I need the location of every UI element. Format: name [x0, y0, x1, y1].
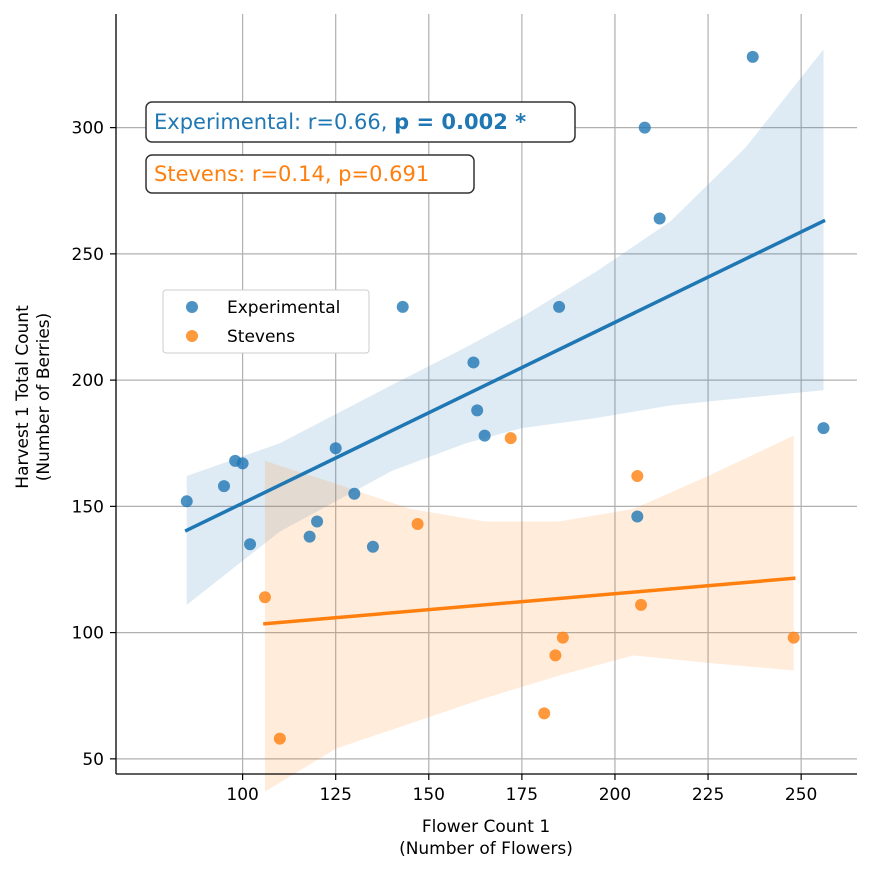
confidence-bands: [186, 49, 824, 792]
legend-marker-stevens: [186, 330, 198, 342]
point-experimental: [244, 538, 257, 551]
point-stevens: [556, 631, 569, 644]
legend: Experimental Stevens: [162, 289, 370, 354]
annotation-stat-text: Experimental: r=0.66,: [154, 110, 394, 134]
point-experimental: [478, 429, 491, 442]
point-experimental: [653, 212, 666, 225]
tick-labels: 100 125 150 175 200 225 250 50 100 150 200 250 300: [72, 119, 818, 805]
y-tick-label: 150: [72, 497, 104, 517]
x-tick-label: 150: [413, 785, 445, 805]
y-tick-label: 100: [72, 624, 104, 644]
legend-label-experimental: Experimental: [227, 298, 340, 318]
point-experimental: [180, 495, 193, 508]
y-tick-label: 50: [82, 750, 104, 770]
point-stevens: [258, 591, 271, 604]
point-stevens: [538, 707, 551, 720]
point-stevens: [411, 518, 424, 531]
point-stevens: [635, 598, 648, 611]
x-tick-label: 250: [785, 785, 817, 805]
point-stevens: [631, 470, 644, 483]
x-tick-label: 125: [319, 785, 351, 805]
point-experimental: [348, 487, 361, 500]
x-axis-label: Flower Count 1: [422, 817, 550, 837]
legend-marker-experimental: [186, 301, 198, 313]
y-axis-sublabel: (Number of Berries): [34, 313, 54, 482]
point-experimental: [467, 356, 480, 369]
ci-band-experimental: [186, 49, 824, 605]
y-axis-label: Harvest 1 Total Count: [13, 305, 33, 489]
ci-band-stevens: [264, 435, 794, 792]
annotation-stevens: Stevens: r=0.14, p=0.691: [145, 154, 475, 194]
point-experimental: [553, 300, 566, 313]
annotation-text: Experimental: r=0.66, p = 0.002 *: [154, 110, 526, 134]
point-stevens: [787, 631, 800, 644]
annotation-box: [145, 154, 475, 194]
point-experimental: [631, 510, 644, 523]
x-tick-label: 100: [226, 785, 258, 805]
point-experimental: [817, 422, 830, 435]
scatter-points: [180, 50, 830, 745]
point-experimental: [311, 515, 324, 528]
axes: [110, 14, 857, 780]
annotation-box: [145, 101, 576, 143]
annotation-text: Stevens: r=0.14, p=0.691: [154, 162, 429, 186]
point-stevens: [504, 432, 517, 445]
point-stevens: [549, 649, 562, 662]
point-experimental: [236, 457, 249, 470]
point-experimental: [471, 404, 484, 417]
x-axis-sublabel: (Number of Flowers): [399, 839, 573, 859]
x-tick-label: 200: [599, 785, 631, 805]
annotation-experimental: Experimental: r=0.66, p = 0.002 *: [145, 101, 576, 143]
legend-frame: [162, 289, 370, 354]
point-experimental: [638, 121, 651, 134]
fit-line-stevens: [263, 576, 796, 626]
point-experimental: [217, 480, 230, 493]
y-tick-label: 250: [72, 245, 104, 265]
y-tick-label: 300: [72, 119, 104, 139]
point-experimental: [366, 540, 379, 553]
x-tick-label: 225: [692, 785, 724, 805]
point-experimental: [746, 50, 759, 63]
legend-label-stevens: Stevens: [227, 327, 295, 347]
point-experimental: [303, 530, 316, 543]
point-stevens: [273, 732, 286, 745]
y-tick-label: 200: [72, 371, 104, 391]
annotation-pvalue-text: p = 0.002 *: [394, 110, 526, 134]
fit-line-experimental: [184, 218, 826, 533]
point-experimental: [396, 300, 409, 313]
point-experimental: [329, 442, 342, 455]
x-tick-label: 175: [506, 785, 538, 805]
regression-lines: [184, 218, 826, 626]
